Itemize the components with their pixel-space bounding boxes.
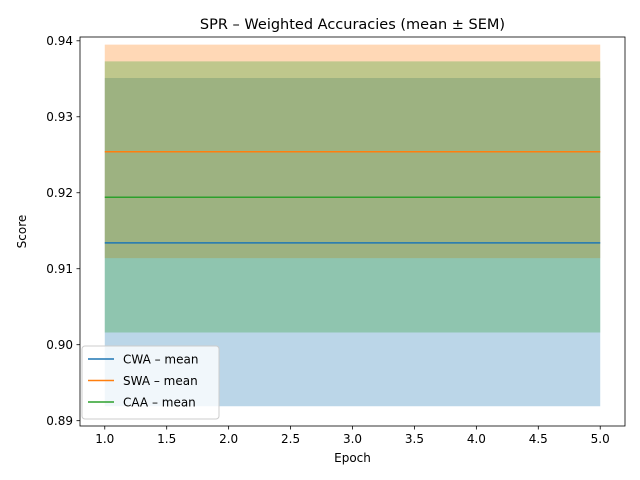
x-tick-label: 3.5 bbox=[405, 432, 424, 446]
x-axis-ticks: 1.0 1.5 2.0 2.5 3.0 3.5 4.0 4.5 5.0 bbox=[95, 426, 610, 446]
cwa-legend-label: CWA – mean bbox=[123, 352, 198, 366]
y-tick-label: 0.91 bbox=[46, 262, 73, 276]
cwa-sem-band bbox=[104, 78, 601, 407]
x-axis-label: Epoch bbox=[334, 451, 371, 465]
y-tick-label: 0.90 bbox=[46, 338, 73, 352]
y-tick-label: 0.94 bbox=[46, 34, 73, 48]
swa-legend-label: SWA – mean bbox=[123, 374, 198, 388]
x-tick-label: 1.0 bbox=[95, 432, 114, 446]
y-axis-ticks: 0.89 0.90 0.91 0.92 0.93 0.94 bbox=[46, 34, 80, 428]
mean-lines bbox=[104, 150, 601, 244]
y-tick-label: 0.92 bbox=[46, 186, 73, 200]
x-tick-label: 2.0 bbox=[219, 432, 238, 446]
x-tick-label: 1.5 bbox=[157, 432, 176, 446]
y-tick-label: 0.93 bbox=[46, 110, 73, 124]
legend-box bbox=[81, 345, 220, 420]
x-tick-label: 4.5 bbox=[529, 432, 548, 446]
x-tick-label: 3.0 bbox=[343, 432, 362, 446]
x-tick-label: 5.0 bbox=[591, 432, 610, 446]
y-tick-label: 0.89 bbox=[46, 414, 73, 428]
y-axis-label: Score bbox=[15, 215, 29, 249]
x-tick-label: 2.5 bbox=[281, 432, 300, 446]
legend: CWA – mean SWA – mean CAA – mean bbox=[81, 345, 220, 420]
chart-title: SPR – Weighted Accuracies (mean ± SEM) bbox=[200, 17, 505, 33]
caa-legend-label: CAA – mean bbox=[123, 395, 196, 409]
x-tick-label: 4.0 bbox=[467, 432, 486, 446]
